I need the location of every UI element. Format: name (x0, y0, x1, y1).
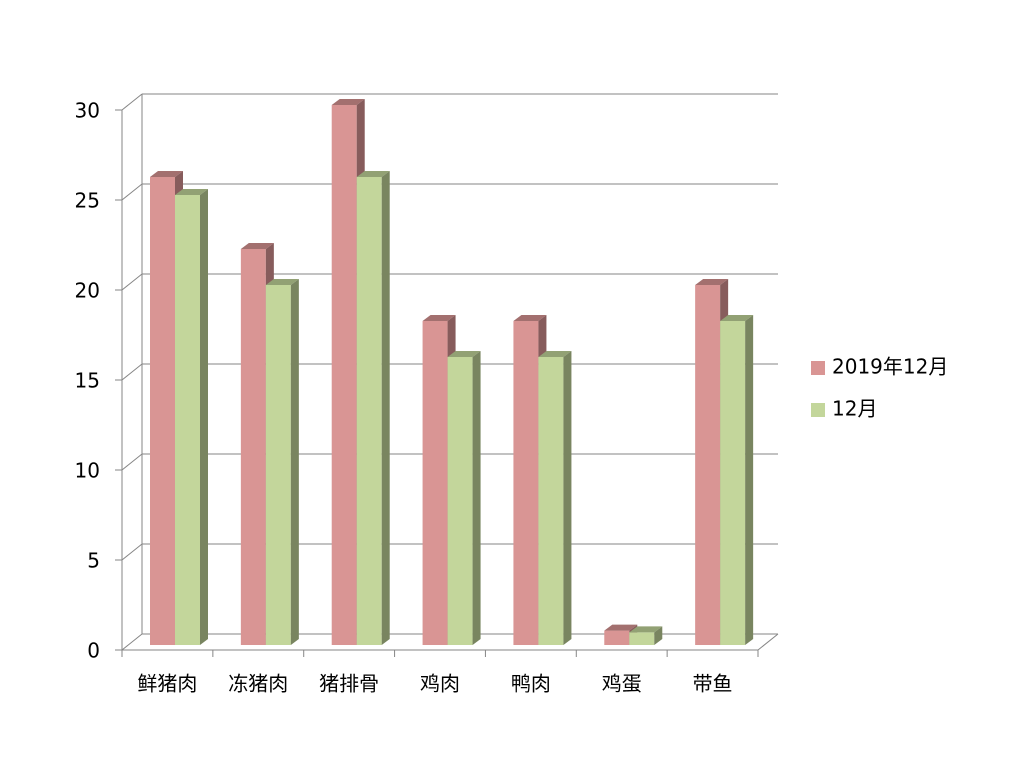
x-tick-label: 鸭肉 (511, 672, 551, 696)
bar-top (422, 315, 456, 321)
x-tick-label: 冻猪肉 (228, 672, 288, 696)
bar-top (175, 189, 208, 195)
bar-side (563, 351, 572, 645)
bar-front (422, 321, 448, 645)
x-tick-label: 鲜猪肉 (137, 672, 197, 696)
bar-front (150, 177, 175, 645)
legend-swatch (811, 361, 825, 375)
bar-top (447, 351, 481, 357)
y-tick-label: 0 (87, 639, 100, 663)
bar-front (604, 630, 630, 645)
bar-top (150, 171, 183, 177)
bar-top (513, 315, 547, 321)
bar-front (538, 357, 564, 645)
grid-line (121, 543, 143, 561)
bar-front (695, 285, 721, 645)
bar-front (629, 632, 655, 645)
bar-top (604, 624, 638, 631)
legend-label: 12月 (832, 397, 877, 421)
bar-front (175, 195, 200, 645)
x-tick-label: 带鱼 (693, 672, 733, 696)
bar-front (240, 249, 266, 645)
y-tick-label: 30 (75, 99, 100, 123)
bar-front (513, 321, 539, 645)
x-tick-label: 猪排骨 (319, 672, 379, 696)
bar-side (200, 189, 208, 645)
y-tick-label: 5 (87, 549, 100, 573)
bar-top (695, 279, 729, 285)
x-tick-label: 鸡肉 (420, 672, 460, 696)
grid-line (121, 93, 143, 111)
bar-top (538, 351, 572, 357)
bar-side (472, 351, 481, 645)
x-tick-label: 鸡蛋 (602, 672, 642, 696)
grid-line (121, 273, 143, 291)
y-tick-label: 15 (75, 369, 100, 393)
bar-side (381, 171, 390, 645)
legend-label: 2019年12月 (832, 355, 948, 379)
legend-swatch (811, 403, 825, 417)
grid-line (121, 363, 143, 381)
y-tick-label: 10 (75, 459, 100, 483)
bar-top (720, 315, 754, 321)
y-tick-label: 20 (75, 279, 100, 303)
bar-top (629, 626, 663, 633)
grid-line (121, 633, 143, 651)
bar-front (447, 357, 473, 645)
y-tick-label: 25 (75, 189, 100, 213)
grid-line (121, 183, 143, 201)
bar-top (265, 279, 299, 285)
bar-front (720, 321, 746, 645)
bar-side (745, 315, 754, 645)
bar-top (331, 99, 365, 105)
bar-top (356, 171, 390, 177)
bar-side (290, 279, 299, 645)
bar-top (240, 243, 274, 249)
bar-side (654, 626, 663, 645)
bar-front (331, 105, 357, 645)
bar-front (356, 177, 382, 645)
axis-line (757, 633, 779, 651)
bar-front (265, 285, 291, 645)
grid-line (121, 453, 143, 471)
